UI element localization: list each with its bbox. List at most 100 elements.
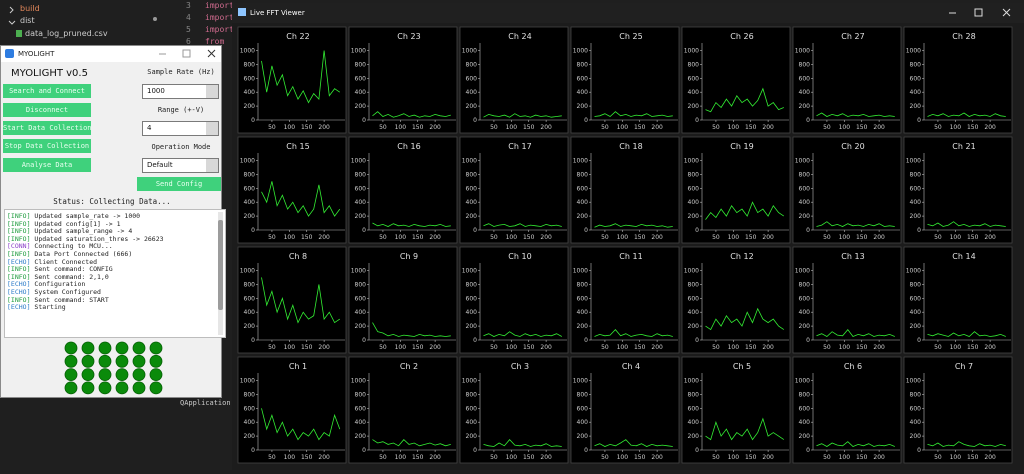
plot: Ch 27 0 200 400 600 800 1000 50 100 150 200 (792, 26, 902, 134)
y-tick-label: 800 (799, 61, 811, 68)
log-message: System Configured (34, 287, 101, 296)
window-controls[interactable] (949, 8, 1011, 17)
plot-background (459, 26, 569, 134)
x-tick-label: 50 (934, 124, 942, 131)
combobox[interactable]: 4 (142, 121, 219, 136)
log-message: Updated sample_range -> 4 (34, 227, 133, 236)
y-tick-label: 600 (688, 75, 700, 82)
x-tick-label: 100 (950, 234, 962, 241)
y-tick-label: 600 (577, 185, 589, 192)
x-tick-label: 100 (617, 454, 629, 461)
x-tick-label: 200 (873, 124, 885, 131)
indicator-dot (115, 368, 129, 381)
y-tick-label: 600 (355, 75, 367, 82)
plot: Ch 11 0 200 400 600 800 1000 50 100 150 200 (570, 246, 680, 354)
x-tick-label: 50 (712, 454, 720, 461)
y-tick-label: 0 (917, 227, 921, 234)
plot-title: Ch 28 (952, 32, 975, 41)
plot: Ch 12 0 200 400 600 800 1000 50 100 150 200 (681, 246, 791, 354)
x-tick-label: 200 (762, 344, 774, 351)
x-tick-label: 150 (412, 454, 424, 461)
x-tick-label: 150 (634, 344, 646, 351)
plot: Ch 22 0 200 400 600 800 1000 50 100 150 200 (237, 26, 347, 134)
plot: Ch 14 0 200 400 600 800 1000 50 100 150 200 (903, 246, 1013, 354)
indicator-dot (149, 341, 163, 355)
plot: Ch 23 0 200 400 600 800 1000 50 100 150 200 (348, 26, 458, 134)
field-label: Operation Mode (151, 143, 211, 151)
x-tick-label: 150 (412, 124, 424, 131)
y-tick-label: 800 (799, 391, 811, 398)
x-tick-label: 50 (490, 124, 498, 131)
button[interactable]: Stop Data Collection (3, 139, 91, 153)
fft-trace (816, 221, 895, 227)
tree-item[interactable]: data_log_pruned.csv (25, 29, 108, 38)
plot-title: Ch 7 (955, 362, 973, 371)
x-tick-label: 50 (268, 124, 276, 131)
x-tick-label: 150 (745, 124, 757, 131)
y-tick-label: 1000 (573, 157, 588, 164)
y-tick-label: 0 (362, 447, 366, 454)
y-tick-label: 200 (355, 103, 367, 110)
x-tick-label: 150 (745, 344, 757, 351)
button[interactable]: Disconnect (3, 103, 91, 117)
y-tick-label: 800 (355, 61, 367, 68)
plot-title: Ch 11 (619, 252, 642, 261)
y-tick-label: 200 (466, 323, 478, 330)
log-line: [INFO] Updated sample_rate -> 1000 (5, 212, 225, 221)
y-tick-label: 800 (244, 61, 256, 68)
plot-background (681, 356, 791, 464)
button[interactable]: Start Data Collection (3, 121, 91, 135)
x-tick-label: 100 (284, 124, 296, 131)
fft-trace (816, 441, 895, 447)
x-tick-label: 50 (823, 454, 831, 461)
plot-title: Ch 16 (397, 142, 420, 151)
combobox[interactable]: Default (142, 158, 219, 173)
y-tick-label: 600 (688, 185, 700, 192)
y-tick-label: 1000 (240, 267, 255, 274)
y-tick-label: 400 (577, 199, 589, 206)
log-tag: [ECHO] (7, 303, 31, 312)
log-message: Updated saturation_thres -> 26623 (34, 234, 164, 243)
x-tick-label: 50 (934, 344, 942, 351)
tree-item[interactable]: dist (20, 16, 35, 25)
x-tick-label: 100 (506, 454, 518, 461)
plot: Ch 18 0 200 400 600 800 1000 50 100 150 200 (570, 136, 680, 244)
y-tick-label: 0 (806, 117, 810, 124)
x-tick-label: 50 (379, 124, 387, 131)
y-tick-label: 800 (688, 281, 700, 288)
x-tick-label: 150 (967, 234, 979, 241)
y-tick-label: 400 (799, 309, 811, 316)
button[interactable]: Search and Connect (3, 84, 91, 98)
log-tag: [INFO] (7, 265, 31, 274)
log-tag: [ECHO] (7, 287, 31, 296)
log-tag: [INFO] (7, 219, 31, 228)
plot: Ch 13 0 200 400 600 800 1000 50 100 150 200 (792, 246, 902, 354)
button[interactable]: Send Config (137, 177, 221, 191)
combobox[interactable]: 1000 (142, 84, 219, 99)
scrollbar[interactable] (218, 212, 223, 335)
x-tick-label: 50 (379, 454, 387, 461)
x-tick-label: 200 (318, 454, 330, 461)
fft-grid: Live FFT Viewer Ch 220200400600800100050… (232, 3, 1024, 464)
y-tick-label: 0 (584, 227, 588, 234)
scroll-thumb[interactable] (218, 220, 223, 310)
indicator-dot (81, 381, 95, 395)
log-message: Data Port Connected (666) (34, 249, 133, 258)
y-tick-label: 200 (355, 323, 367, 330)
y-tick-label: 800 (577, 61, 589, 68)
plot-title: Ch 15 (286, 142, 309, 151)
button[interactable]: Analyse Data (3, 158, 91, 172)
tree-item[interactable]: build (20, 4, 40, 13)
log-tag: [ECHO] (7, 280, 31, 289)
x-tick-label: 200 (651, 234, 663, 241)
combobox-value: 4 (147, 124, 152, 132)
plot-title: Ch 18 (619, 142, 642, 151)
y-tick-label: 800 (799, 281, 811, 288)
y-tick-label: 1000 (906, 267, 921, 274)
fft-trace (594, 439, 673, 447)
x-tick-label: 200 (540, 124, 552, 131)
window-controls[interactable] (151, 48, 221, 60)
indicator-dot (115, 381, 129, 395)
y-tick-label: 800 (910, 171, 922, 178)
